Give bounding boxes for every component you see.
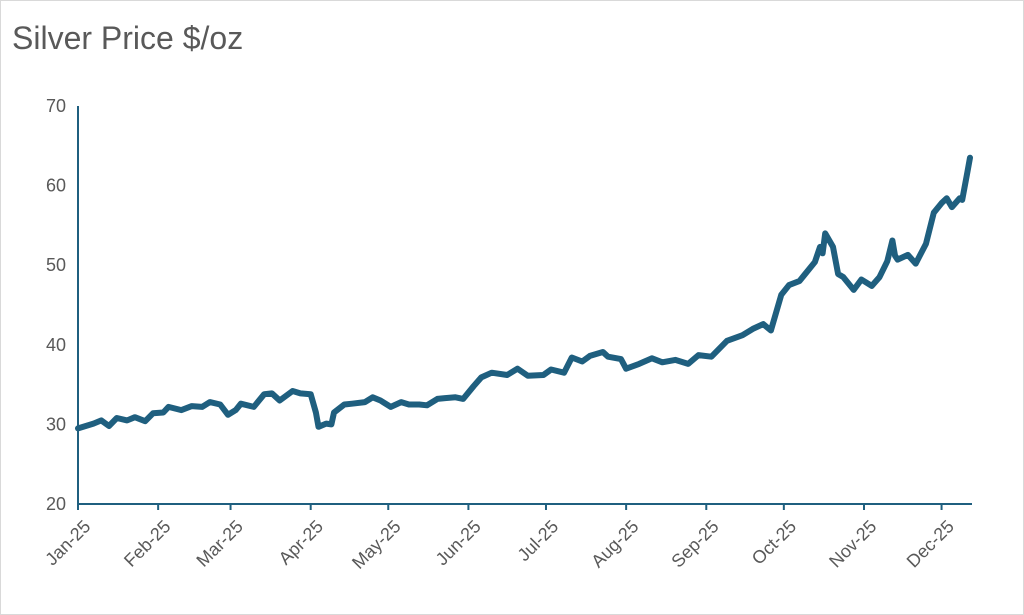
x-tick-label: May-25 bbox=[348, 516, 405, 573]
y-tick-label: 50 bbox=[46, 255, 66, 275]
y-tick-label: 30 bbox=[46, 414, 66, 434]
x-tick-label: Apr-25 bbox=[275, 516, 327, 568]
series-line bbox=[75, 154, 973, 432]
x-tick-label: Jun-25 bbox=[432, 516, 485, 569]
x-tick-label: Nov-25 bbox=[825, 516, 880, 571]
x-tick-label: Dec-25 bbox=[903, 516, 958, 571]
x-tick-label: Jul-25 bbox=[514, 516, 563, 565]
chart-title: Silver Price $/oz bbox=[12, 20, 244, 56]
y-tick-label: 70 bbox=[46, 96, 66, 116]
y-tick-label: 40 bbox=[46, 335, 66, 355]
y-tick-label: 60 bbox=[46, 176, 66, 196]
x-tick-label: Jan-25 bbox=[41, 516, 94, 569]
x-tick-label: Mar-25 bbox=[192, 516, 246, 570]
y-tick-label: 20 bbox=[46, 494, 66, 514]
x-tick-label: Feb-25 bbox=[120, 516, 174, 570]
x-tick-label: Aug-25 bbox=[587, 516, 642, 571]
x-tick-label: Oct-25 bbox=[748, 516, 800, 568]
x-tick-label: Sep-25 bbox=[667, 516, 722, 571]
